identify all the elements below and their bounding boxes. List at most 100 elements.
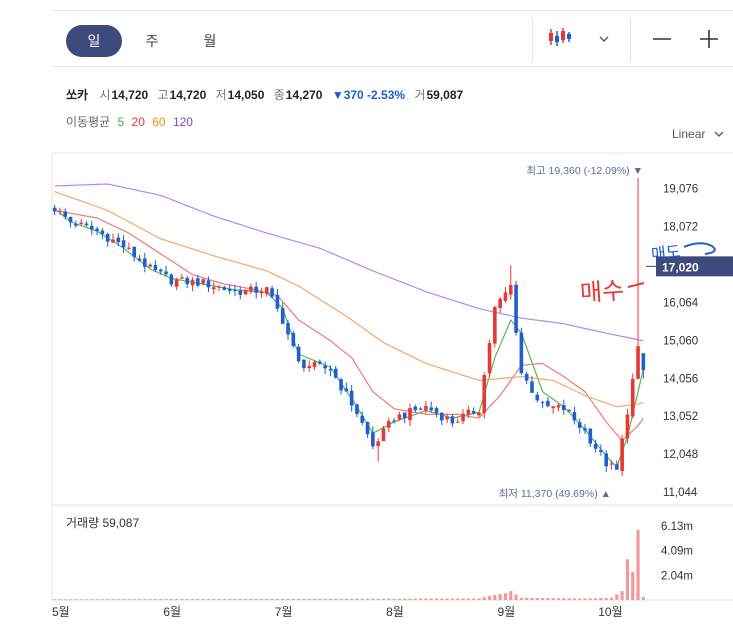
candle — [583, 423, 587, 435]
candle-body — [105, 234, 110, 242]
volume-bar — [328, 598, 333, 600]
candle — [440, 412, 444, 425]
scale-selector[interactable]: Linear — [672, 127, 724, 141]
volume-bar — [440, 598, 444, 600]
candle — [264, 286, 269, 297]
high-annotation: 최고 19,360 (-12.09%) ▼ — [526, 165, 643, 177]
volume-bar — [212, 598, 216, 600]
volume-bar — [344, 598, 348, 600]
y-tick-label: 16,064 — [663, 297, 699, 309]
candle-body — [164, 271, 168, 275]
candle — [344, 382, 349, 392]
tab-weekly[interactable]: 주 — [145, 33, 159, 49]
candle — [381, 425, 386, 442]
volume-bar — [535, 597, 539, 600]
candle — [561, 399, 566, 415]
volume-bar — [148, 599, 152, 600]
volume-bar — [418, 598, 423, 600]
candle-body — [74, 224, 78, 226]
candle — [577, 418, 582, 434]
candle-body — [323, 365, 327, 369]
candle — [477, 411, 481, 417]
volume-bar — [424, 598, 428, 600]
candle-body — [196, 278, 200, 286]
candle-body — [434, 408, 439, 414]
volume-bar — [153, 599, 158, 600]
ma-legend-title: 이동평균 — [66, 115, 111, 129]
volume-bar — [175, 599, 179, 600]
volume-bar — [472, 598, 476, 600]
zoom-out-button[interactable] — [647, 24, 677, 54]
chevron-down-icon — [598, 30, 610, 48]
candle-body — [381, 428, 386, 442]
volume-bar — [53, 599, 57, 600]
volume-tick-label: 4.09m — [661, 546, 693, 558]
candle-body — [296, 346, 301, 362]
toolbar-divider — [630, 18, 631, 62]
candle — [386, 417, 391, 433]
x-month-label: 7월 — [275, 605, 293, 619]
candle-body — [482, 375, 487, 413]
volume-bar — [466, 598, 470, 600]
candle — [116, 233, 121, 247]
tab-monthly[interactable]: 월 — [203, 33, 217, 49]
candle-body — [180, 277, 184, 279]
candle-body — [615, 464, 619, 470]
volume-bar — [482, 597, 486, 600]
candle — [540, 400, 545, 409]
volume-bar — [514, 594, 518, 600]
candle-body — [546, 400, 550, 407]
volume-bar — [323, 598, 327, 600]
candle-body — [291, 332, 296, 347]
candle — [519, 327, 524, 375]
volume-bar — [434, 598, 439, 600]
candle-body — [52, 207, 57, 212]
x-month-label: 6월 — [163, 605, 181, 619]
candle — [392, 417, 396, 424]
candle — [546, 397, 550, 408]
volume-bar — [620, 591, 624, 600]
volume-bar — [111, 599, 115, 600]
candle — [418, 407, 423, 411]
candle-body — [95, 228, 99, 232]
candle — [429, 401, 434, 413]
volume-bar — [90, 599, 94, 600]
candle-body — [455, 421, 460, 423]
volume-bar — [121, 599, 126, 600]
candle — [296, 343, 301, 364]
tab-daily[interactable]: 일 — [66, 25, 122, 57]
candle-body — [264, 287, 269, 294]
candle-body — [355, 404, 359, 414]
volume-bar — [302, 598, 306, 600]
candle — [349, 384, 354, 412]
volume-bar — [100, 599, 104, 600]
volume-bar — [387, 598, 391, 600]
zoom-in-button[interactable] — [694, 24, 724, 54]
volume-bar — [493, 594, 497, 600]
chart-type-selector[interactable] — [548, 22, 620, 56]
candle-body — [572, 412, 577, 421]
x-month-label: 10월 — [598, 605, 622, 619]
candle — [127, 242, 131, 251]
y-tick-label: 13,052 — [663, 411, 698, 423]
candle-body — [440, 412, 444, 421]
volume-bar — [254, 598, 258, 600]
chevron-down-icon — [714, 131, 724, 137]
candle — [355, 403, 359, 418]
candle-body — [121, 240, 126, 248]
volume-bar — [445, 598, 449, 600]
volume-bar — [487, 596, 492, 600]
volume-bar — [307, 598, 311, 600]
volume-tick-label: 6.13m — [661, 521, 693, 533]
candle — [593, 439, 598, 453]
candle — [111, 233, 115, 243]
candle — [190, 277, 195, 292]
volume-bar — [243, 598, 248, 600]
candle — [307, 360, 312, 372]
candle-body — [127, 247, 131, 249]
candle-body — [556, 405, 561, 408]
candle-body — [153, 265, 158, 270]
candle — [302, 359, 306, 372]
volume-bar — [238, 598, 242, 600]
